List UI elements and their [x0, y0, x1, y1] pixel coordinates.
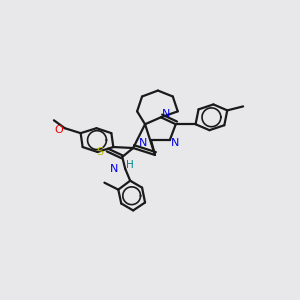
Text: N: N: [110, 164, 118, 174]
Text: N: N: [139, 138, 147, 148]
Text: N: N: [171, 138, 179, 148]
Text: H: H: [126, 160, 134, 170]
Text: O: O: [55, 125, 63, 135]
Text: S: S: [96, 147, 103, 157]
Text: N: N: [162, 109, 170, 119]
